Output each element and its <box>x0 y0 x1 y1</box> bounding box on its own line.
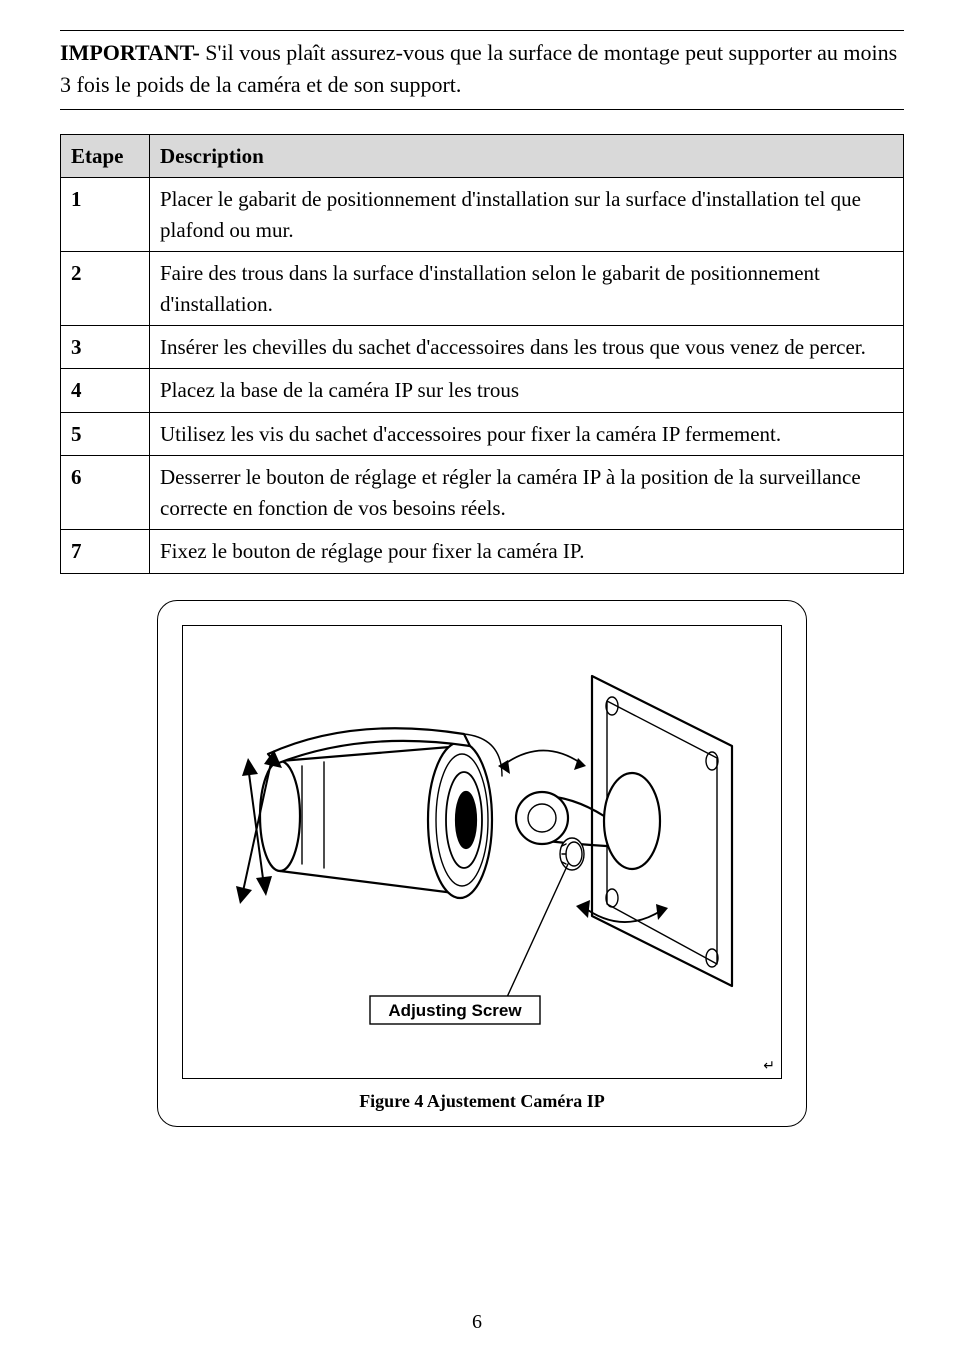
important-label: IMPORTANT- <box>60 40 200 65</box>
steps-table: Etape Description 1 Placer le gabarit de… <box>60 134 904 574</box>
adjusting-screw-label: Adjusting Screw <box>388 1001 522 1020</box>
table-row: 7 Fixez le bouton de réglage pour fixer … <box>61 530 904 573</box>
cell-desc: Placer le gabarit de positionnement d'in… <box>150 178 904 252</box>
header-step: Etape <box>61 134 150 177</box>
cell-desc: Faire des trous dans la surface d'instal… <box>150 252 904 326</box>
return-glyph-icon: ↵ <box>763 1057 775 1074</box>
document-page: IMPORTANT- S'il vous plaît assurez-vous … <box>0 0 954 1352</box>
page-number: 6 <box>0 1311 954 1334</box>
bottom-divider <box>60 109 904 110</box>
figure-caption: Figure 4 Ajustement Caméra IP <box>182 1091 782 1112</box>
table-row: 4 Placez la base de la caméra IP sur les… <box>61 369 904 412</box>
table-row: 1 Placer le gabarit de positionnement d'… <box>61 178 904 252</box>
table-row: 6 Desserrer le bouton de réglage et régl… <box>61 456 904 530</box>
cell-desc: Insérer les chevilles du sachet d'access… <box>150 325 904 368</box>
cell-desc: Fixez le bouton de réglage pour fixer la… <box>150 530 904 573</box>
figure-container: Adjusting Screw ↵ Figure 4 Ajustement Ca… <box>157 600 807 1127</box>
table-row: 2 Faire des trous dans la surface d'inst… <box>61 252 904 326</box>
cell-step: 4 <box>61 369 150 412</box>
cell-step: 6 <box>61 456 150 530</box>
cell-desc: Utilisez les vis du sachet d'accessoires… <box>150 412 904 455</box>
cell-step: 7 <box>61 530 150 573</box>
cell-desc: Desserrer le bouton de réglage et régler… <box>150 456 904 530</box>
cell-step: 3 <box>61 325 150 368</box>
header-desc: Description <box>150 134 904 177</box>
important-notice: IMPORTANT- S'il vous plaît assurez-vous … <box>60 31 904 109</box>
table-row: 3 Insérer les chevilles du sachet d'acce… <box>61 325 904 368</box>
table-row: 5 Utilisez les vis du sachet d'accessoir… <box>61 412 904 455</box>
figure-inner-box: Adjusting Screw ↵ <box>182 625 782 1079</box>
cell-step: 2 <box>61 252 150 326</box>
camera-diagram: Adjusting Screw <box>202 646 762 1066</box>
cell-desc: Placez la base de la caméra IP sur les t… <box>150 369 904 412</box>
cell-step: 1 <box>61 178 150 252</box>
cell-step: 5 <box>61 412 150 455</box>
table-header-row: Etape Description <box>61 134 904 177</box>
